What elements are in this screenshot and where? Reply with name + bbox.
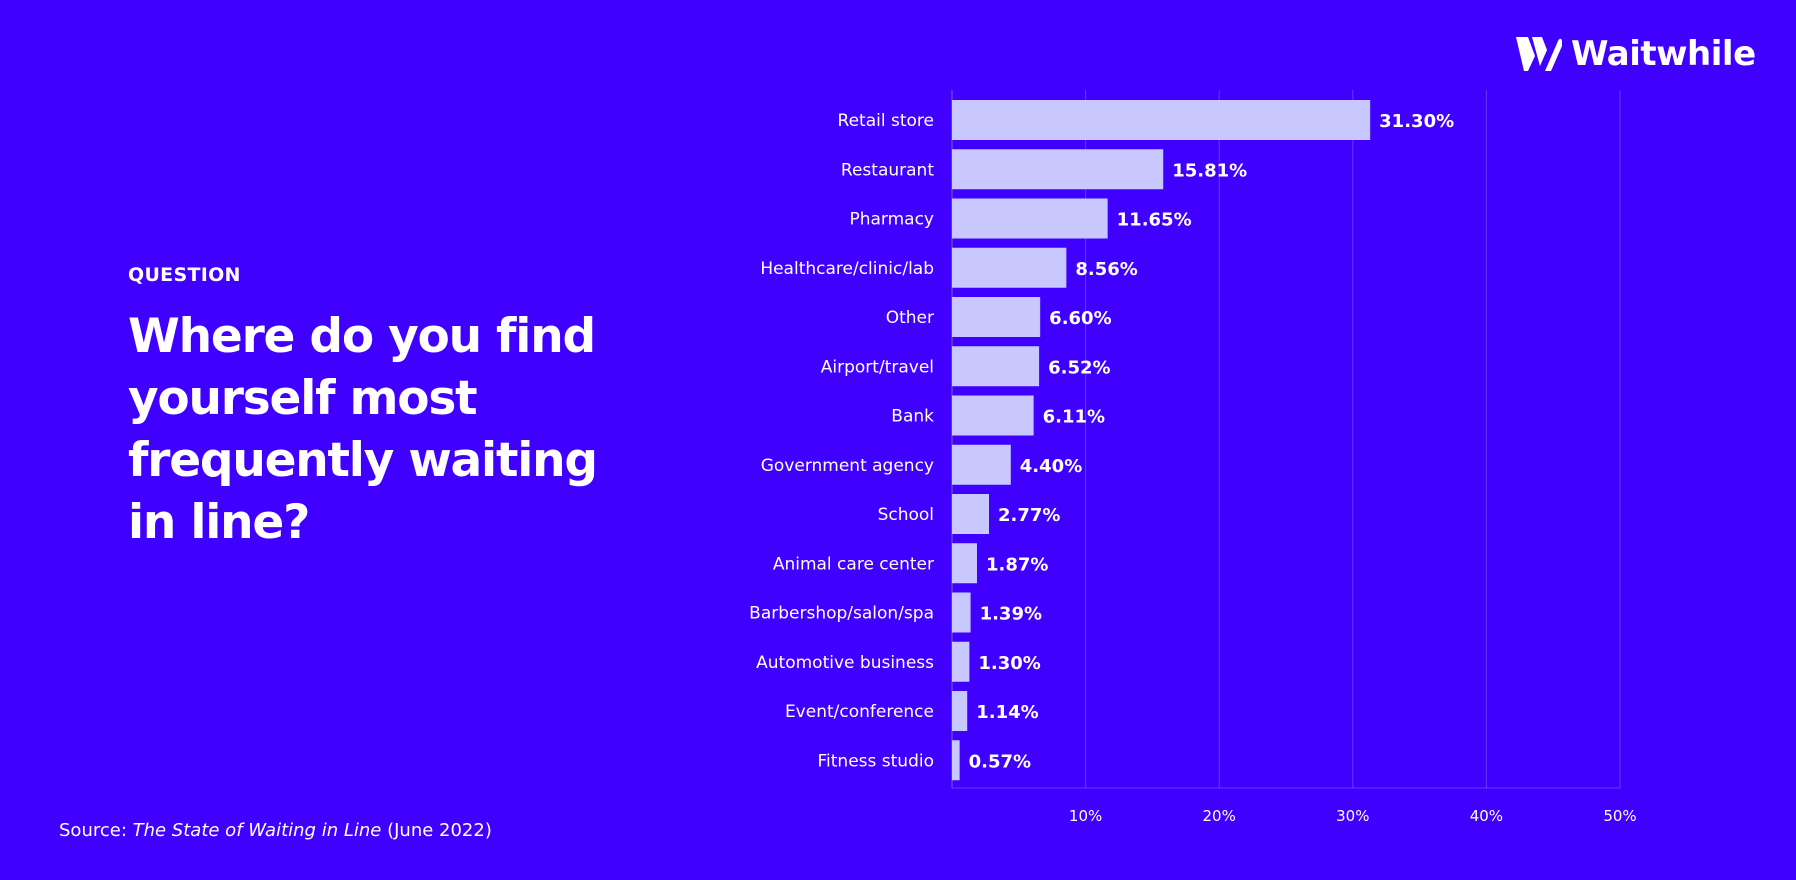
bar <box>952 297 1041 337</box>
category-label: Event/conference <box>785 702 934 722</box>
value-label: 0.57% <box>969 751 1031 772</box>
source-note: Source: The State of Waiting in Line (Ju… <box>59 820 492 841</box>
source-suffix: (June 2022) <box>381 820 492 841</box>
x-tick-label: 30% <box>1336 807 1369 825</box>
bar <box>952 346 1040 387</box>
category-label: Government agency <box>761 456 934 476</box>
value-label: 11.65% <box>1117 210 1192 231</box>
bar <box>952 543 977 584</box>
bar <box>952 740 960 781</box>
category-labels: Retail store Restaurant Pharmacy Healthcare… <box>749 111 934 771</box>
value-label: 1.14% <box>976 702 1038 723</box>
x-axis-ticks: 10% 20% 30% 40% 50% <box>1069 807 1637 825</box>
bar <box>952 444 1011 485</box>
value-label: 31.30% <box>1379 111 1454 132</box>
value-label: 2.77% <box>998 505 1060 526</box>
x-tick-label: 20% <box>1203 807 1236 825</box>
category-label: Other <box>886 308 934 328</box>
category-label: School <box>878 505 934 525</box>
value-label: 4.40% <box>1020 456 1082 477</box>
category-label: Retail store <box>838 111 934 131</box>
bar <box>952 395 1034 436</box>
bar <box>952 592 971 633</box>
value-label: 1.30% <box>978 653 1040 674</box>
category-label: Airport/travel <box>821 357 934 377</box>
category-label: Restaurant <box>841 160 934 180</box>
bar <box>952 691 968 731</box>
category-label: Bank <box>891 407 934 427</box>
brand-logo: Waitwhile <box>1515 34 1756 74</box>
source-title: The State of Waiting in Line <box>132 820 382 841</box>
brand-name: Waitwhile <box>1571 34 1756 74</box>
x-tick-label: 10% <box>1069 807 1102 825</box>
question-title: Where do you find yourself most frequent… <box>128 309 598 550</box>
category-label: Healthcare/clinic/lab <box>760 259 934 279</box>
waitwhile-w-icon <box>1516 37 1562 71</box>
category-label: Animal care center <box>773 554 934 574</box>
value-label: 1.87% <box>986 554 1048 575</box>
bar <box>952 149 1164 190</box>
x-tick-label: 50% <box>1603 807 1636 825</box>
bar <box>952 198 1108 239</box>
value-label: 6.60% <box>1049 308 1111 329</box>
category-label: Fitness studio <box>818 751 935 771</box>
value-label: 6.11% <box>1043 407 1105 428</box>
chart-grid <box>951 90 1621 789</box>
category-label: Barbershop/salon/spa <box>749 604 934 624</box>
question-label: QUESTION <box>128 264 241 286</box>
category-label: Automotive business <box>756 653 934 673</box>
source-prefix: Source: <box>59 820 133 841</box>
value-labels: 31.30% 15.81% 11.65% 8.56% 6.60% 6.52% 6.11% 4.… <box>969 111 1455 772</box>
value-label: 6.52% <box>1048 357 1110 378</box>
category-label: Pharmacy <box>849 210 934 230</box>
chart-bars <box>952 100 1371 781</box>
bar <box>952 100 1371 140</box>
bar <box>952 494 990 534</box>
value-label: 8.56% <box>1075 259 1137 280</box>
value-label: 15.81% <box>1172 160 1247 181</box>
value-label: 1.39% <box>980 604 1042 625</box>
bar <box>952 247 1067 288</box>
bar <box>952 641 970 682</box>
x-tick-label: 40% <box>1470 807 1503 825</box>
